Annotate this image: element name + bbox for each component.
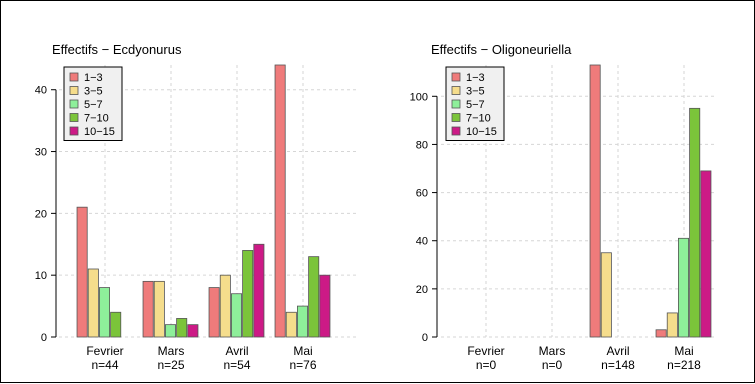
legend-swatch (69, 113, 79, 122)
legend-swatch (69, 72, 79, 82)
x-category-count: n=0 (476, 358, 497, 372)
legend-swatch (451, 72, 461, 82)
x-category-label: Fevrier (467, 344, 504, 358)
x-category-count: n=54 (223, 358, 250, 372)
bar (319, 274, 331, 338)
bar (253, 243, 265, 338)
legend-swatch (69, 86, 79, 95)
x-category-label: Mai (674, 344, 693, 358)
x-category-count: n=25 (157, 358, 184, 372)
bar (274, 64, 286, 338)
legend-swatch (451, 113, 461, 122)
x-category-count: n=44 (91, 358, 118, 372)
x-category-label: Avril (606, 344, 629, 358)
legend-swatch (451, 99, 461, 109)
bar (165, 324, 177, 338)
chart-title: Effectifs − Ecdyonurus (52, 42, 182, 57)
bar (242, 250, 254, 338)
bar (666, 312, 678, 338)
bar (600, 252, 612, 338)
legend-label: 1−3 (84, 72, 103, 84)
x-category-label: Mars (539, 344, 566, 358)
bar (689, 107, 701, 338)
bar (589, 64, 601, 338)
legend-label: 5−7 (466, 99, 485, 111)
y-tick-label: 20 (35, 208, 47, 220)
y-axis: 0 10 20 30 40 (35, 85, 57, 344)
y-tick-label: 40 (35, 85, 47, 97)
x-category-label: Mars (158, 344, 185, 358)
bar (285, 311, 297, 338)
bars (589, 64, 712, 338)
y-tick-label: 20 (416, 284, 428, 296)
bar (700, 170, 712, 338)
bar (308, 256, 320, 338)
bar (99, 287, 111, 338)
y-tick-label: 10 (35, 270, 47, 282)
legend-label: 5−7 (84, 99, 103, 111)
legend-label: 7−10 (84, 113, 109, 125)
bar (76, 206, 88, 338)
chart-title: Effectifs − Oligoneuriella (431, 42, 572, 57)
legend-label: 1−3 (466, 72, 485, 84)
bar (187, 324, 199, 338)
legend-swatch (451, 86, 461, 95)
x-category-label: Avril (225, 344, 248, 358)
x-category-count: n=0 (542, 358, 563, 372)
legend-swatch (69, 126, 79, 136)
bar (655, 329, 667, 338)
bar (87, 268, 99, 338)
bar (219, 274, 231, 338)
x-category-count: n=76 (289, 358, 316, 372)
x-category-count: n=148 (601, 358, 635, 372)
y-tick-label: 0 (422, 332, 428, 344)
bar (678, 237, 689, 338)
legend-swatch (69, 99, 79, 109)
y-axis: 0 20 40 60 80 100 (410, 91, 438, 344)
y-tick-label: 30 (35, 147, 47, 159)
y-tick-label: 100 (410, 91, 428, 103)
bar (208, 287, 220, 338)
x-category-label: Fevrier (86, 344, 123, 358)
chart-ecdyonurus: Effectifs − Ecdyonurus 0 10 20 30 40 Fevrier… (35, 42, 356, 372)
y-tick-label: 60 (416, 188, 428, 200)
legend-label: 7−10 (466, 113, 491, 125)
legend-label: 3−5 (466, 86, 485, 98)
legend-label: 10−15 (466, 126, 497, 138)
bar (297, 305, 309, 338)
legend-swatch (451, 126, 461, 136)
bar (176, 318, 188, 338)
legend-label: 3−5 (84, 86, 103, 98)
y-tick-label: 40 (416, 236, 428, 248)
x-category-label: Mai (293, 344, 312, 358)
y-tick-label: 80 (416, 139, 428, 151)
bar (142, 280, 154, 338)
bar (231, 293, 243, 338)
chart-oligoneuriella: Effectifs − Oligoneuriella 020406080100 … (410, 42, 715, 372)
legend-label: 10−15 (84, 126, 115, 138)
x-category-count: n=218 (667, 358, 701, 372)
bars (76, 64, 331, 338)
bar (153, 280, 165, 338)
y-tick-label: 0 (41, 332, 47, 344)
bar (110, 311, 122, 338)
